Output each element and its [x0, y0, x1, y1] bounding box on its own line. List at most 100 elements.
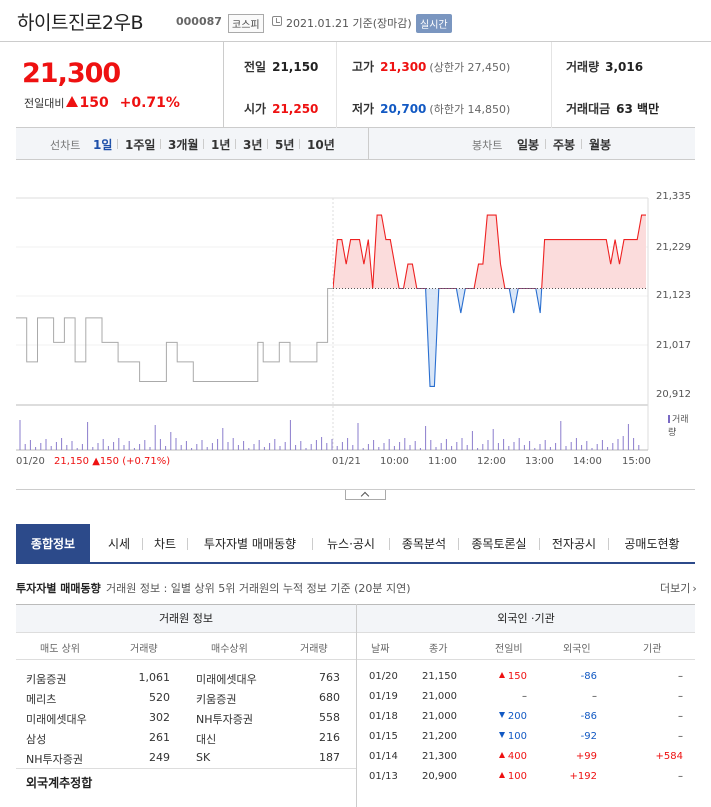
x-tick-label: 12:00 [477, 456, 506, 467]
prev-day-pct: (+0.71%) [122, 456, 171, 467]
prev-day-close: 21,150 [54, 456, 90, 467]
row-institution: – [678, 771, 683, 782]
row-foreign: – [592, 691, 597, 702]
open-label: 시가 [244, 102, 267, 116]
clock-icon [272, 16, 282, 26]
main-tabs: 종합정보 시세 차트 투자자별 매매동향 뉴스·공시 종목분석 종목토론실 전자… [16, 524, 695, 564]
candle-tab-week[interactable]: 주봉 [553, 138, 576, 152]
stock-code: 000087 [176, 15, 222, 28]
tab-discussion[interactable]: 종목토론실 [471, 537, 527, 551]
period-tab-3y[interactable]: 3년 [243, 138, 263, 152]
candle-chart-label: 봉차트 [472, 139, 503, 152]
collapse-chart-button[interactable] [345, 490, 386, 501]
row-foreign: +192 [569, 771, 597, 782]
today-line-up [333, 214, 646, 289]
price-chart[interactable]: 21,335 21,229 21,123 21,017 20,912 거래량 0… [16, 160, 695, 490]
current-price: 21,300 [22, 58, 121, 89]
stock-name: 하이트진로2우B [17, 12, 144, 34]
y-tick-label: 21,017 [656, 340, 691, 351]
separator [235, 139, 236, 149]
tab-news[interactable]: 뉴스·공시 [327, 537, 375, 551]
market-badge: 코스피 [228, 14, 264, 33]
row-diff-value: 200 [507, 711, 527, 722]
column-header: 거래량 [300, 644, 328, 655]
row-diff: – [475, 691, 527, 702]
tab-quotes[interactable]: 시세 [107, 537, 131, 551]
candle-tab-month[interactable]: 월봉 [589, 138, 612, 152]
low-label: 저가 [352, 102, 375, 116]
column-header: 전일비 [495, 644, 523, 655]
buy-volume: 763 [319, 671, 340, 684]
buy-volume: 187 [319, 751, 340, 764]
row-close: 20,900 [422, 771, 457, 782]
period-tab-1y[interactable]: 1년 [211, 138, 231, 152]
sell-broker[interactable]: 삼성 [26, 733, 47, 746]
lower-limit: (하한가 14,850) [429, 103, 511, 116]
open-value: 21,250 [272, 102, 319, 116]
upper-limit: (상한가 27,450) [429, 61, 511, 74]
row-diff-value: – [522, 691, 527, 702]
separator [545, 139, 546, 149]
separator [389, 538, 390, 550]
tab-short-selling[interactable]: 공매도현황 [624, 537, 680, 551]
row-institution: – [678, 731, 683, 742]
tab-overview[interactable]: 종합정보 [16, 524, 90, 564]
down-arrow-icon [498, 732, 505, 738]
today-area-up [333, 215, 646, 289]
up-arrow-icon [498, 772, 505, 778]
more-link[interactable]: 더보기 [660, 580, 697, 596]
tab-investor-trend[interactable]: 투자자별 매매동향 [203, 537, 297, 551]
tab-analysis[interactable]: 종목분석 [401, 537, 447, 551]
sell-broker[interactable]: 키움증권 [26, 673, 67, 686]
buy-broker[interactable]: 미래에셋대우 [196, 673, 257, 686]
row-close: 21,300 [422, 751, 457, 762]
buy-broker[interactable]: SK [196, 751, 211, 764]
prev-day-change: 150 [99, 456, 119, 467]
period-tab-3m[interactable]: 3개월 [168, 138, 199, 152]
column-header: 매도 상위 [40, 644, 80, 655]
column-header: 날짜 [371, 644, 390, 655]
volume-legend: 거래량 [668, 412, 695, 438]
row-date: 01/18 [369, 711, 398, 722]
row-close: 21,150 [422, 671, 457, 682]
sell-broker[interactable]: 미래에셋대우 [26, 713, 87, 726]
sell-broker[interactable]: NH투자증권 [26, 753, 83, 766]
row-date: 01/19 [369, 691, 398, 702]
sell-volume: 520 [149, 691, 170, 704]
line-chart-label: 선차트 [50, 139, 81, 152]
separator [608, 538, 609, 550]
high-price: 고가 21,300 (상한가 27,450) [352, 58, 510, 75]
foreign-table-title: 외국인 ·기관 [357, 605, 695, 633]
volume: 거래량 3,016 [566, 58, 643, 75]
y-tick-label: 21,335 [656, 191, 691, 202]
low-value: 20,700 [380, 102, 427, 116]
x-tick-label: 10:00 [380, 456, 409, 467]
buy-volume: 680 [319, 691, 340, 704]
tab-chart[interactable]: 차트 [153, 537, 177, 551]
row-date: 01/15 [369, 731, 398, 742]
foreign-total-label: 외국계추정합 [26, 776, 93, 790]
period-tab-5y[interactable]: 5년 [275, 138, 295, 152]
foreign-inst-table: 외국인 ·기관 날짜 종가 전일비 외국인 기관 01/20 21,150 15… [357, 604, 695, 807]
candle-tab-day[interactable]: 일봉 [517, 138, 540, 152]
separator [117, 139, 118, 149]
row-foreign: -86 [580, 711, 597, 722]
y-tick-label: 21,123 [656, 290, 691, 301]
row-close: 21,000 [422, 711, 457, 722]
volume-label: 거래량 [566, 60, 600, 74]
tab-disclosure[interactable]: 전자공시 [551, 537, 597, 551]
column-header: 매수상위 [211, 644, 248, 655]
buy-broker[interactable]: 대신 [196, 733, 217, 746]
period-tab-1w[interactable]: 1주일 [125, 138, 156, 152]
buy-broker[interactable]: 키움증권 [196, 693, 237, 706]
period-tab-10y[interactable]: 10년 [307, 138, 335, 152]
sell-broker[interactable]: 메리츠 [26, 693, 57, 706]
realtime-button[interactable]: 실시간 [416, 14, 452, 33]
low-price: 저가 20,700 (하한가 14,850) [352, 100, 510, 117]
period-tab-1d[interactable]: 1일 [93, 138, 113, 152]
change-percent: +0.71% [119, 95, 180, 111]
row-close: 21,000 [422, 691, 457, 702]
change-value: 150 [79, 95, 109, 111]
buy-broker[interactable]: NH투자증권 [196, 713, 253, 726]
prev-close-value: 21,150 [272, 60, 319, 74]
